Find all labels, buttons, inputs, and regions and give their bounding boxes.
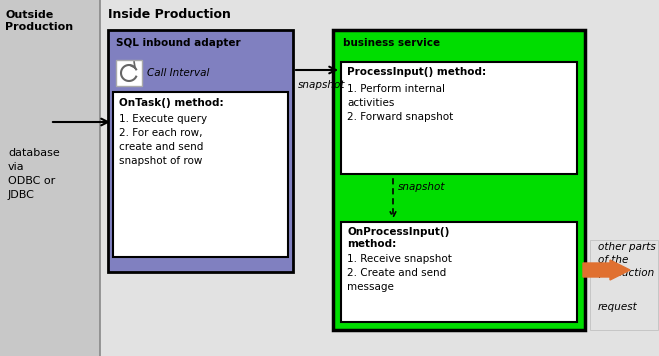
Text: snapshot: snapshot xyxy=(298,80,345,90)
Text: other parts
of the
production: other parts of the production xyxy=(598,242,656,278)
Text: ProcessInput() method:: ProcessInput() method: xyxy=(347,67,486,77)
Bar xyxy=(116,60,142,86)
Bar xyxy=(590,240,658,330)
FancyArrow shape xyxy=(583,260,630,280)
Bar xyxy=(113,92,288,257)
Text: Inside Production: Inside Production xyxy=(108,8,231,21)
Text: SQL inbound adapter: SQL inbound adapter xyxy=(116,38,241,48)
Bar xyxy=(590,0,659,356)
Text: OnTask() method:: OnTask() method: xyxy=(119,98,223,108)
Text: snapshot: snapshot xyxy=(398,182,445,192)
Text: request: request xyxy=(598,302,638,312)
Text: 1. Receive snapshot
2. Create and send
message: 1. Receive snapshot 2. Create and send m… xyxy=(347,254,452,292)
Text: database
via
ODBC or
JDBC: database via ODBC or JDBC xyxy=(8,148,60,200)
Text: 1. Perform internal
activities
2. Forward snapshot: 1. Perform internal activities 2. Forwar… xyxy=(347,84,453,122)
Bar xyxy=(333,30,585,330)
Bar xyxy=(108,30,293,272)
Text: business service: business service xyxy=(343,38,440,48)
Bar xyxy=(341,62,577,174)
Text: 1. Execute query
2. For each row,
create and send
snapshot of row: 1. Execute query 2. For each row, create… xyxy=(119,114,207,166)
Text: Outside
Production: Outside Production xyxy=(5,10,73,32)
Text: Call Interval: Call Interval xyxy=(147,68,210,78)
Bar xyxy=(0,0,100,356)
Text: OnProcessInput()
method:: OnProcessInput() method: xyxy=(347,227,449,248)
Bar xyxy=(341,222,577,322)
